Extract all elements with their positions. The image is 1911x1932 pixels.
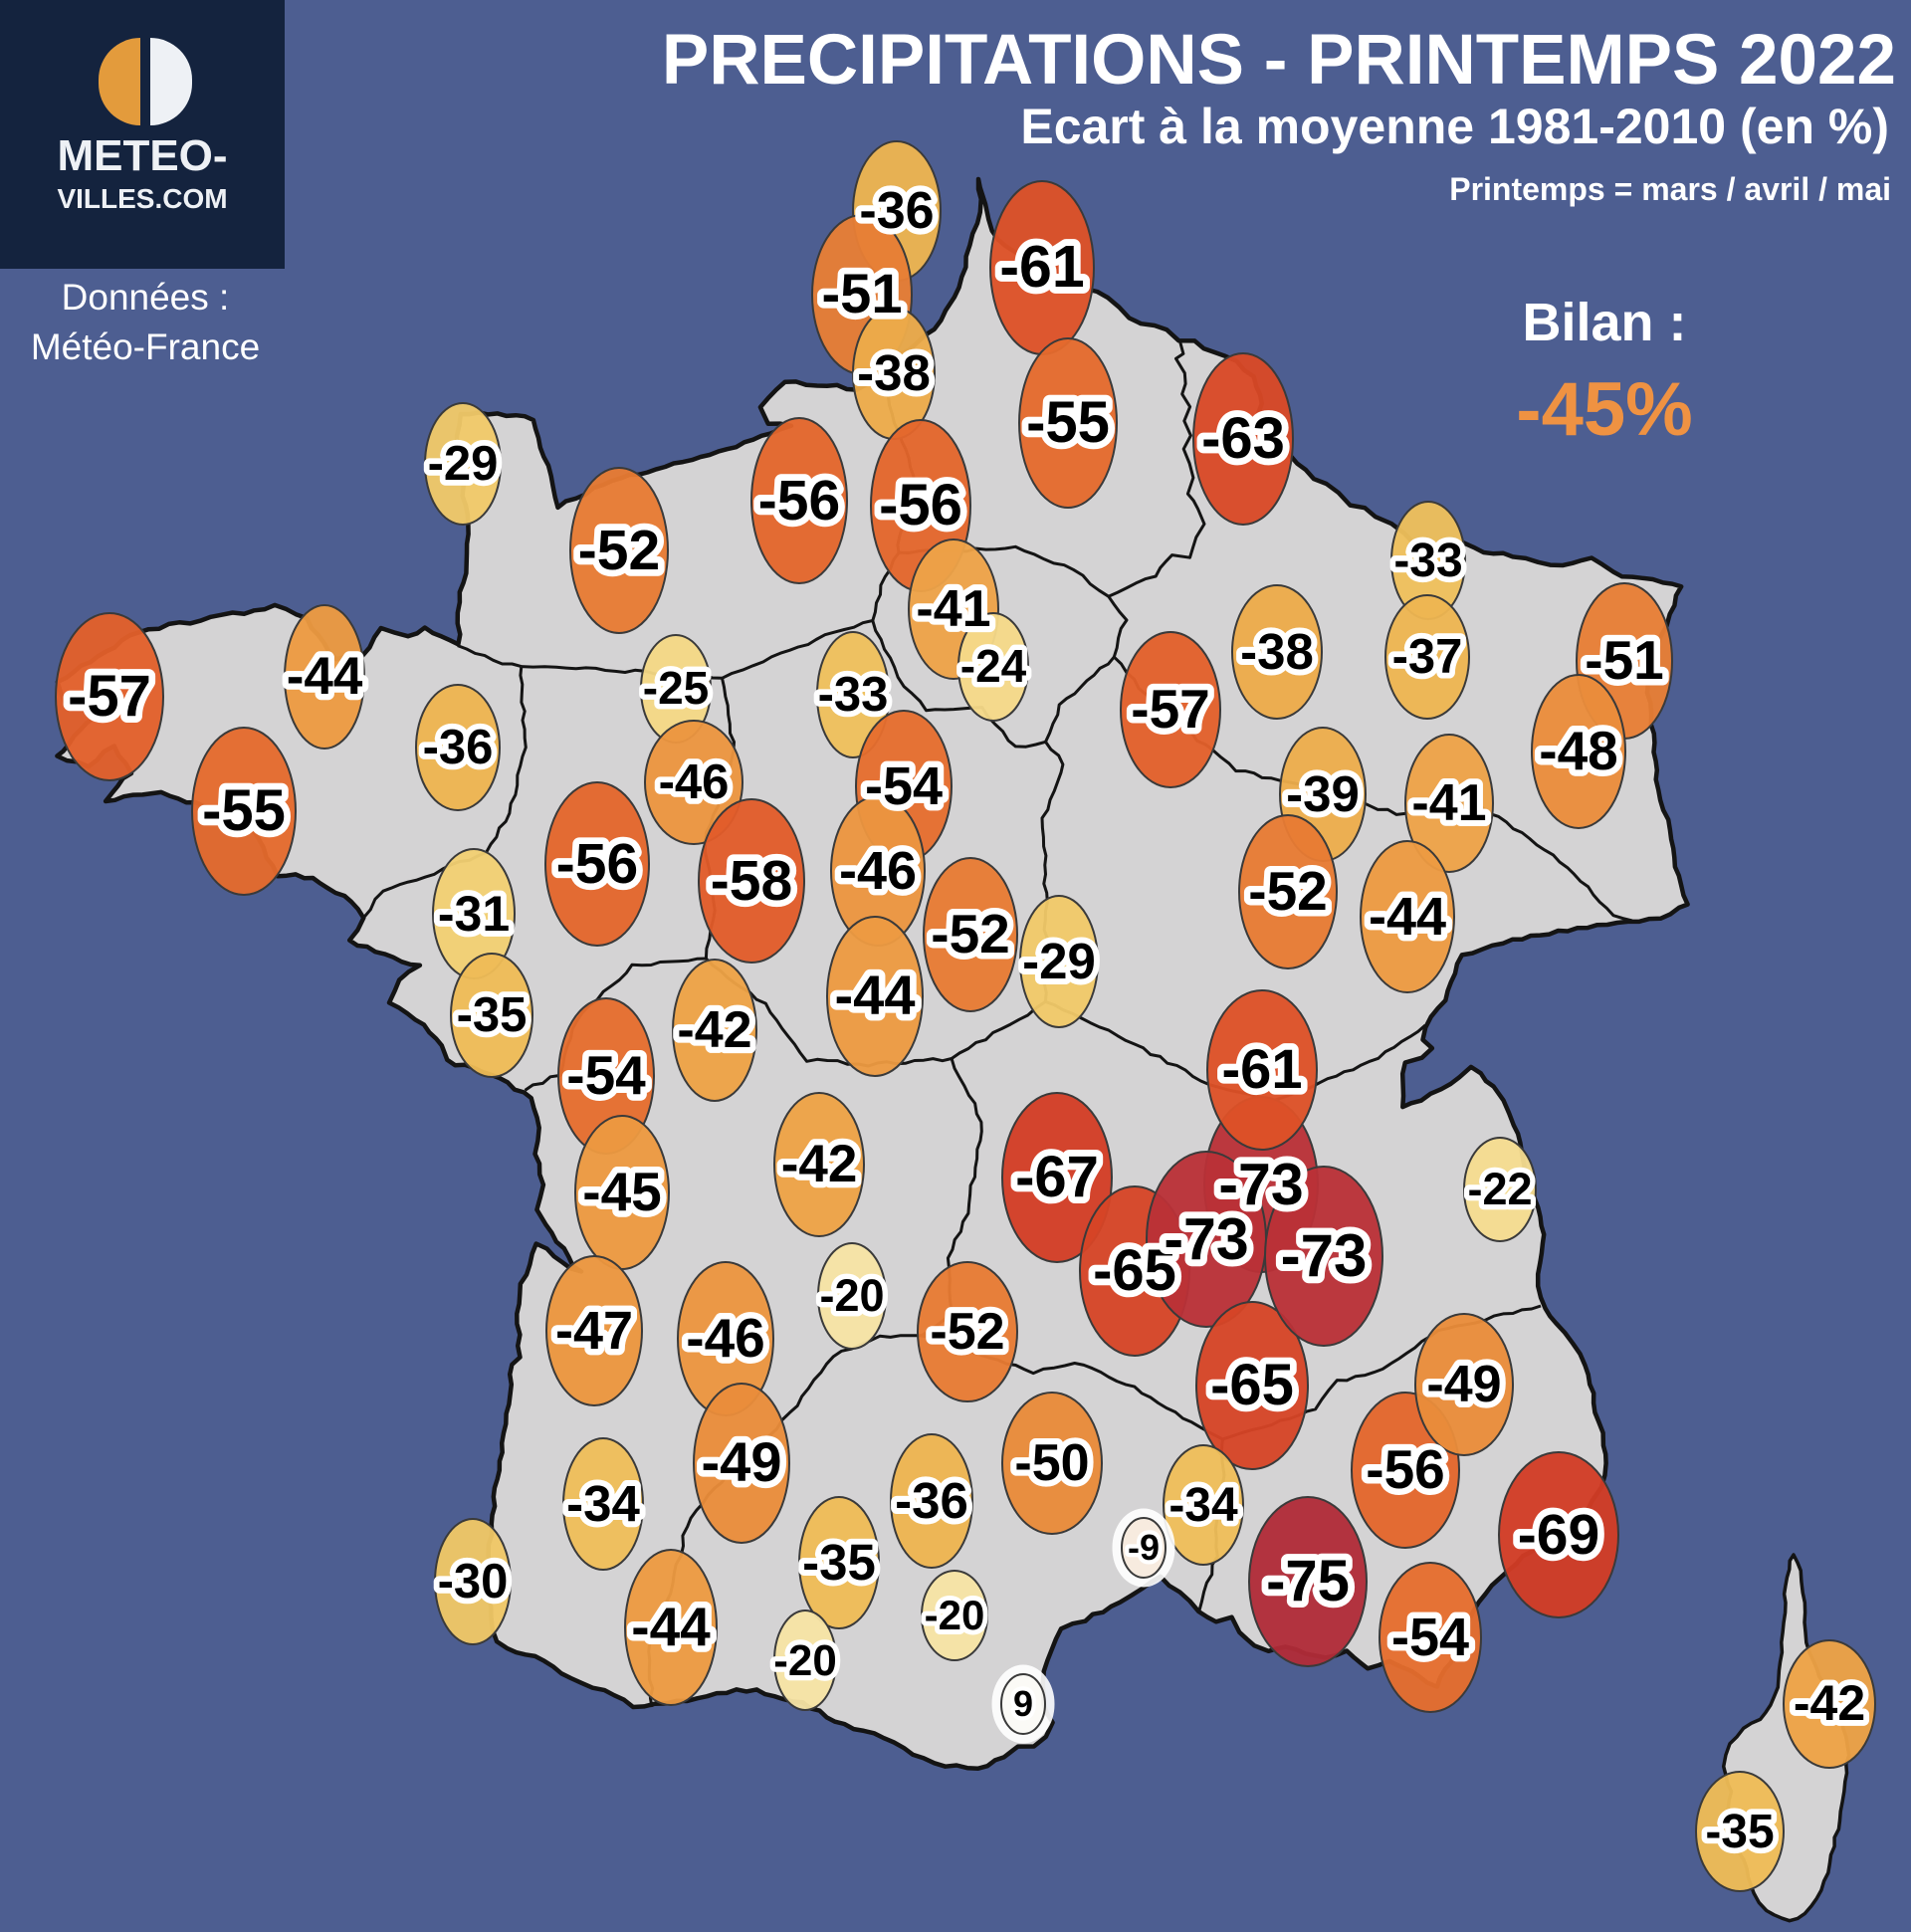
svg-text:-61: -61 xyxy=(999,234,1084,300)
svg-text:-35: -35 xyxy=(457,988,528,1042)
svg-text:-50: -50 xyxy=(1014,1434,1089,1492)
svg-text:-52: -52 xyxy=(578,519,660,582)
svg-text:-61: -61 xyxy=(1222,1037,1303,1100)
svg-text:-41: -41 xyxy=(1411,774,1486,832)
svg-text:-38: -38 xyxy=(857,344,931,401)
svg-text:-73: -73 xyxy=(1281,1222,1368,1289)
svg-text:-65: -65 xyxy=(1210,1353,1294,1417)
svg-text:-36: -36 xyxy=(859,182,934,240)
svg-text:-44: -44 xyxy=(631,1596,711,1657)
svg-text:-36: -36 xyxy=(895,1472,968,1529)
svg-text:-25: -25 xyxy=(643,662,709,714)
svg-text:-56: -56 xyxy=(758,469,840,533)
svg-text:-46: -46 xyxy=(839,841,917,901)
svg-text:9: 9 xyxy=(1013,1683,1033,1724)
svg-text:-33: -33 xyxy=(818,668,889,722)
svg-text:-46: -46 xyxy=(686,1307,765,1369)
svg-text:-73: -73 xyxy=(1218,1152,1303,1217)
svg-text:-55: -55 xyxy=(202,778,286,843)
svg-text:-69: -69 xyxy=(1518,1503,1599,1567)
svg-text:-29: -29 xyxy=(428,437,499,491)
svg-text:-20: -20 xyxy=(773,1636,837,1685)
svg-text:-42: -42 xyxy=(781,1135,858,1193)
svg-text:-9: -9 xyxy=(1128,1527,1160,1568)
svg-text:-73: -73 xyxy=(1164,1206,1248,1272)
svg-text:-47: -47 xyxy=(555,1301,633,1361)
svg-text:-52: -52 xyxy=(930,1303,1004,1361)
svg-text:-56: -56 xyxy=(556,832,638,896)
svg-text:-20: -20 xyxy=(819,1270,884,1321)
svg-text:-51: -51 xyxy=(1585,629,1664,691)
svg-text:-44: -44 xyxy=(1369,887,1446,947)
svg-text:-24: -24 xyxy=(960,640,1027,692)
svg-text:-44: -44 xyxy=(287,647,363,706)
svg-text:-29: -29 xyxy=(1022,933,1096,989)
svg-text:-56: -56 xyxy=(1366,1438,1445,1500)
svg-text:-31: -31 xyxy=(438,886,510,942)
svg-text:-63: -63 xyxy=(1201,406,1285,471)
svg-text:-34: -34 xyxy=(566,1475,640,1532)
svg-text:-33: -33 xyxy=(1393,535,1462,587)
svg-text:-35: -35 xyxy=(802,1534,876,1591)
svg-text:-65: -65 xyxy=(1093,1238,1176,1303)
svg-text:-48: -48 xyxy=(1539,720,1618,781)
svg-text:-58: -58 xyxy=(711,849,792,913)
svg-text:-54: -54 xyxy=(865,756,943,816)
svg-text:-49: -49 xyxy=(702,1430,782,1493)
svg-text:-38: -38 xyxy=(1240,623,1314,680)
svg-text:-57: -57 xyxy=(68,664,151,729)
svg-text:-41: -41 xyxy=(916,580,990,638)
svg-text:-42: -42 xyxy=(1794,1675,1865,1731)
svg-text:-22: -22 xyxy=(1467,1164,1532,1214)
svg-text:-42: -42 xyxy=(677,1001,751,1059)
svg-text:-55: -55 xyxy=(1026,390,1110,455)
svg-text:-67: -67 xyxy=(1015,1145,1099,1209)
svg-text:-51: -51 xyxy=(822,262,903,324)
svg-text:-36: -36 xyxy=(423,721,494,774)
svg-text:-46: -46 xyxy=(659,755,730,809)
svg-text:-30: -30 xyxy=(438,1555,509,1609)
svg-text:-54: -54 xyxy=(1391,1608,1469,1667)
svg-text:-56: -56 xyxy=(879,473,962,537)
svg-text:-52: -52 xyxy=(931,903,1010,965)
svg-text:-57: -57 xyxy=(1131,678,1210,740)
svg-text:-39: -39 xyxy=(1286,765,1360,822)
svg-text:-44: -44 xyxy=(835,964,916,1026)
svg-text:-37: -37 xyxy=(1392,630,1463,684)
svg-text:-49: -49 xyxy=(1426,1356,1501,1413)
svg-text:-54: -54 xyxy=(566,1044,646,1106)
svg-text:-45: -45 xyxy=(582,1161,662,1222)
svg-text:-34: -34 xyxy=(1168,1479,1238,1532)
svg-text:-52: -52 xyxy=(1248,860,1328,922)
svg-text:-20: -20 xyxy=(925,1592,985,1638)
svg-text:-35: -35 xyxy=(1705,1806,1774,1858)
svg-text:-75: -75 xyxy=(1266,1549,1350,1613)
